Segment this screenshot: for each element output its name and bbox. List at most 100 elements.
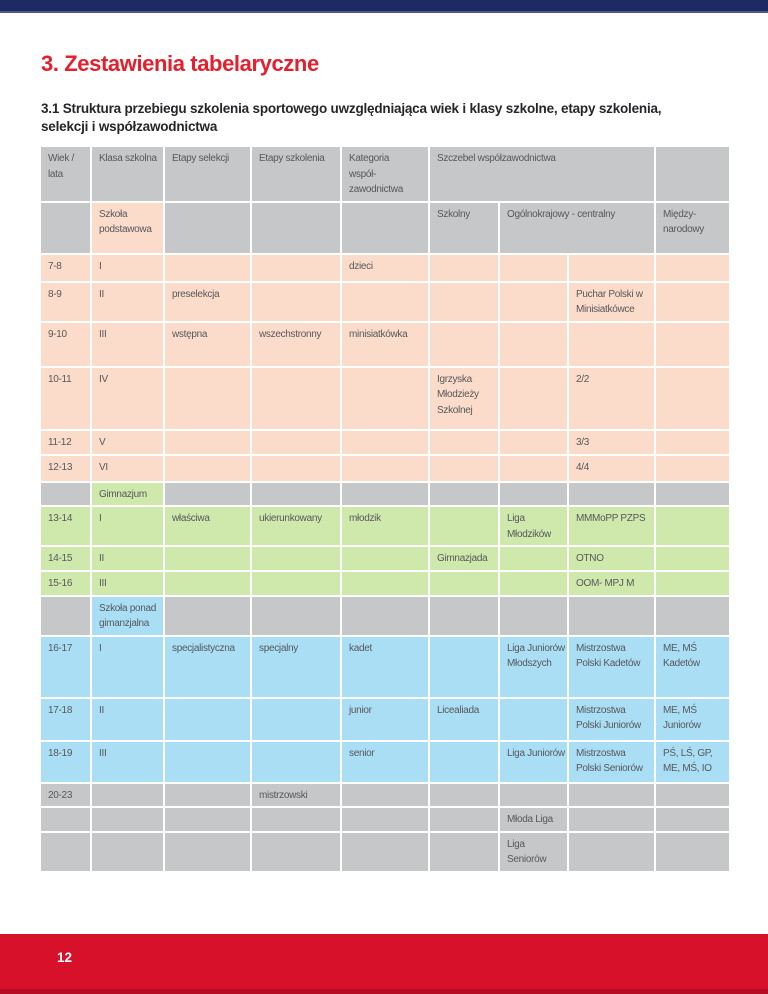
table-cell bbox=[341, 366, 430, 431]
table-cell bbox=[41, 807, 92, 833]
table-cell bbox=[164, 782, 252, 809]
header-kategoria-wspolzawodnictwa: Kategoria współ- zawodnictwa bbox=[341, 147, 430, 203]
table-cell bbox=[429, 481, 500, 508]
table-cell bbox=[429, 635, 500, 699]
subheader-szkolny: Szkolny bbox=[429, 201, 500, 255]
table-cell: Mistrzostwa Polski Juniorów bbox=[568, 697, 657, 742]
table-cell: PŚ, LŚ, GP, ME, MŚ, IO bbox=[655, 740, 730, 784]
table-cell bbox=[164, 546, 252, 572]
table-cell: OTNO bbox=[568, 546, 657, 572]
table-caption: 3.1 Struktura przebiegu szkolenia sporto… bbox=[41, 101, 662, 134]
table-cell: Puchar Polski w Minisiatkówce bbox=[568, 281, 657, 323]
page-number: 12 bbox=[57, 950, 73, 965]
table-cell: Liga Seniorów bbox=[499, 831, 569, 873]
header-szczebel-wspolzawodnictwa: Szczebel współzawodnictwa bbox=[429, 147, 657, 203]
table-cell: Gimnazjum bbox=[91, 481, 165, 508]
table-cell bbox=[655, 281, 730, 323]
table-cell bbox=[341, 546, 430, 572]
subheader-empty-cell bbox=[41, 201, 92, 255]
table-cell: II bbox=[91, 697, 165, 742]
header-etapy-selekcji: Etapy selekcji bbox=[164, 147, 252, 203]
table-cell: IV bbox=[91, 366, 165, 431]
table-cell bbox=[164, 570, 252, 597]
table-cell: wstępna bbox=[164, 321, 252, 368]
table-cell: 17-18 bbox=[41, 697, 92, 742]
table-cell: Szkoła ponad gimanzjalna bbox=[91, 595, 165, 637]
table-cell bbox=[41, 481, 92, 508]
table-cell bbox=[499, 281, 569, 323]
table-cell: specjalny bbox=[251, 635, 342, 699]
table-cell bbox=[251, 807, 342, 833]
subheader-miedzynarodowy: Między- narodowy bbox=[655, 201, 730, 255]
table-cell bbox=[91, 831, 165, 873]
table-cell bbox=[655, 546, 730, 572]
table-cell: I bbox=[91, 253, 165, 283]
table-cell bbox=[164, 253, 252, 283]
table-cell bbox=[499, 253, 569, 283]
subheader-szkola-podstawowa: Szkoła podstawowa bbox=[91, 201, 165, 255]
table-row: Gimnazjum bbox=[41, 481, 730, 508]
table-cell: 12-13 bbox=[41, 454, 92, 483]
table-cell bbox=[429, 321, 500, 368]
table-cell bbox=[251, 697, 342, 742]
table-cell bbox=[655, 782, 730, 809]
table-cell: MMMoPP PZPS bbox=[568, 506, 657, 548]
table-cell bbox=[341, 782, 430, 809]
table-cell bbox=[568, 595, 657, 637]
table-cell bbox=[429, 782, 500, 809]
training-structure-table: Wiek / lata Klasa szkolna Etapy selekcji… bbox=[41, 147, 730, 873]
table-cell bbox=[341, 595, 430, 637]
table-row: Młoda Liga bbox=[41, 807, 730, 833]
table-cell: kadet bbox=[341, 635, 430, 699]
table-cell: ME, MŚ Kadetów bbox=[655, 635, 730, 699]
table-cell bbox=[41, 831, 92, 873]
table-cell bbox=[568, 253, 657, 283]
table-cell: 16-17 bbox=[41, 635, 92, 699]
table-cell bbox=[91, 782, 165, 809]
table-cell bbox=[251, 570, 342, 597]
table-cell bbox=[341, 570, 430, 597]
subheader-empty-cell bbox=[251, 201, 342, 255]
table-cell bbox=[341, 831, 430, 873]
subheader-ogolnokrajowy-centralny: Ogólnokrajowy - centralny bbox=[499, 201, 657, 255]
table-cell bbox=[251, 281, 342, 323]
table-cell: I bbox=[91, 506, 165, 548]
table-cell bbox=[499, 697, 569, 742]
table-cell: 20-23 bbox=[41, 782, 92, 809]
table-cell bbox=[429, 570, 500, 597]
table-row: 9-10 III wstępna wszechstronny minisiatkówka bbox=[41, 321, 730, 368]
table-cell bbox=[655, 807, 730, 833]
footer-bar: 12 bbox=[0, 934, 768, 994]
table-cell: III bbox=[91, 570, 165, 597]
table-cell bbox=[429, 281, 500, 323]
table-cell: Młoda Liga bbox=[499, 807, 569, 833]
table-cell bbox=[164, 481, 252, 508]
table-cell bbox=[251, 429, 342, 456]
table-cell bbox=[164, 429, 252, 456]
header-row-1: Wiek / lata Klasa szkolna Etapy selekcji… bbox=[41, 147, 730, 203]
table-row: 8-9 II preselekcja Puchar Polski w Minisiat… bbox=[41, 281, 730, 323]
table-cell bbox=[41, 595, 92, 637]
table-cell bbox=[164, 697, 252, 742]
table-cell bbox=[499, 366, 569, 431]
table-cell: junior bbox=[341, 697, 430, 742]
table-row: 12-13 VI 4/4 bbox=[41, 454, 730, 483]
table-cell bbox=[164, 454, 252, 483]
table-cell: 9-10 bbox=[41, 321, 92, 368]
table-cell bbox=[655, 595, 730, 637]
table-cell: Liga Młodzików bbox=[499, 506, 569, 548]
table-cell bbox=[251, 546, 342, 572]
table-cell bbox=[251, 366, 342, 431]
table-cell bbox=[429, 454, 500, 483]
table-cell bbox=[655, 321, 730, 368]
table-cell bbox=[499, 481, 569, 508]
table-cell bbox=[655, 570, 730, 597]
table-row: 20-23 mistrzowski bbox=[41, 782, 730, 809]
table-cell bbox=[499, 570, 569, 597]
table-cell: 7-8 bbox=[41, 253, 92, 283]
table-cell bbox=[429, 831, 500, 873]
table-cell bbox=[568, 321, 657, 368]
